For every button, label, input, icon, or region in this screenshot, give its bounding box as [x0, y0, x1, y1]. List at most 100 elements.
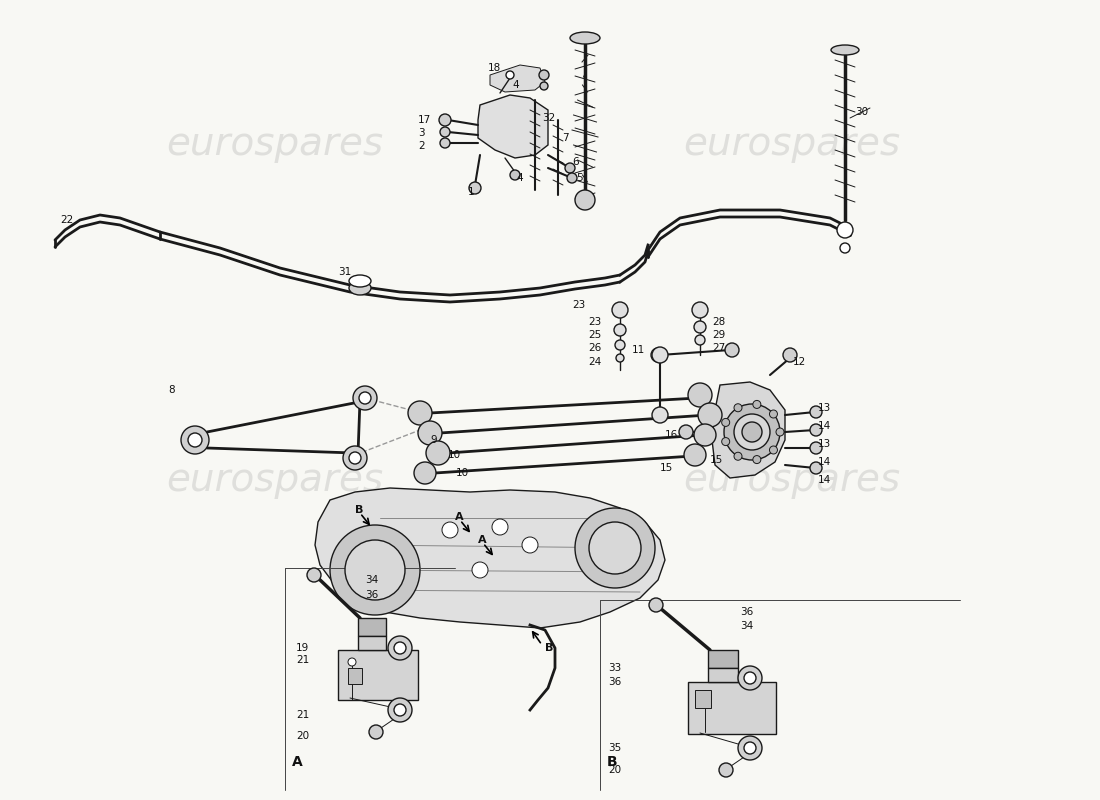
- Circle shape: [744, 672, 756, 684]
- Bar: [358, 618, 386, 636]
- Circle shape: [688, 383, 712, 407]
- Ellipse shape: [830, 45, 859, 55]
- Text: 23: 23: [588, 317, 602, 327]
- Bar: [695, 690, 711, 708]
- Circle shape: [615, 340, 625, 350]
- Circle shape: [388, 636, 412, 660]
- Text: 16: 16: [666, 430, 679, 440]
- Circle shape: [810, 442, 822, 454]
- Bar: [348, 668, 362, 684]
- Circle shape: [388, 698, 412, 722]
- Text: 2: 2: [418, 141, 425, 151]
- Circle shape: [414, 462, 436, 484]
- Text: 1: 1: [468, 187, 474, 197]
- Text: eurospares: eurospares: [683, 461, 901, 499]
- Circle shape: [588, 522, 641, 574]
- Text: 25: 25: [588, 330, 602, 340]
- Circle shape: [722, 438, 729, 446]
- Text: 4: 4: [512, 80, 518, 90]
- Bar: [358, 636, 386, 650]
- Circle shape: [734, 404, 742, 412]
- Text: eurospares: eurospares: [683, 125, 901, 163]
- Text: 4: 4: [516, 173, 522, 183]
- Circle shape: [649, 598, 663, 612]
- Circle shape: [418, 421, 442, 445]
- Text: 35: 35: [608, 743, 622, 753]
- Text: 32: 32: [542, 113, 556, 123]
- Text: 3: 3: [418, 128, 425, 138]
- Circle shape: [651, 348, 666, 362]
- Circle shape: [722, 418, 729, 426]
- Circle shape: [810, 462, 822, 474]
- Text: 10: 10: [456, 468, 469, 478]
- Circle shape: [810, 424, 822, 436]
- Text: 20: 20: [296, 731, 309, 741]
- Circle shape: [506, 71, 514, 79]
- Text: 15: 15: [710, 455, 724, 465]
- Text: B: B: [355, 505, 363, 515]
- Text: 13: 13: [818, 439, 832, 449]
- Circle shape: [769, 410, 778, 418]
- Circle shape: [394, 704, 406, 716]
- Circle shape: [349, 452, 361, 464]
- Circle shape: [522, 537, 538, 553]
- Text: 10: 10: [448, 450, 461, 460]
- Text: 15: 15: [660, 463, 673, 473]
- Text: 31: 31: [338, 267, 351, 277]
- Text: 14: 14: [818, 457, 832, 467]
- Text: 7: 7: [562, 133, 569, 143]
- Circle shape: [810, 406, 822, 418]
- Circle shape: [719, 763, 733, 777]
- Circle shape: [684, 444, 706, 466]
- Circle shape: [692, 302, 708, 318]
- Circle shape: [472, 562, 488, 578]
- Circle shape: [182, 426, 209, 454]
- Circle shape: [616, 354, 624, 362]
- Text: B: B: [544, 643, 553, 653]
- Text: 18: 18: [488, 63, 502, 73]
- Text: 6: 6: [572, 157, 579, 167]
- Ellipse shape: [570, 32, 600, 44]
- Bar: [708, 668, 738, 682]
- Circle shape: [614, 324, 626, 336]
- Text: A: A: [292, 755, 302, 769]
- Text: 23: 23: [572, 300, 585, 310]
- Text: 33: 33: [608, 663, 622, 673]
- Circle shape: [540, 82, 548, 90]
- Circle shape: [694, 424, 716, 446]
- Ellipse shape: [349, 275, 371, 287]
- Text: 27: 27: [712, 343, 725, 353]
- Text: 29: 29: [712, 330, 725, 340]
- Text: 20: 20: [608, 765, 622, 775]
- Bar: [708, 650, 738, 668]
- Circle shape: [776, 428, 784, 436]
- Text: 19: 19: [296, 643, 309, 653]
- Text: 34: 34: [365, 575, 378, 585]
- Circle shape: [769, 446, 778, 454]
- Circle shape: [442, 522, 458, 538]
- Text: 36: 36: [740, 607, 754, 617]
- Circle shape: [752, 455, 761, 463]
- Text: 36: 36: [608, 677, 622, 687]
- Circle shape: [694, 321, 706, 333]
- Text: 12: 12: [793, 357, 806, 367]
- Bar: [338, 650, 418, 700]
- Circle shape: [408, 401, 432, 425]
- Circle shape: [368, 725, 383, 739]
- Circle shape: [734, 414, 770, 450]
- Circle shape: [742, 422, 762, 442]
- Text: eurospares: eurospares: [166, 461, 384, 499]
- Circle shape: [566, 173, 578, 183]
- Text: 14: 14: [818, 475, 832, 485]
- Text: 8: 8: [168, 385, 175, 395]
- Circle shape: [725, 343, 739, 357]
- Circle shape: [188, 433, 202, 447]
- Circle shape: [307, 568, 321, 582]
- Text: 13: 13: [818, 403, 832, 413]
- Circle shape: [738, 666, 762, 690]
- Circle shape: [840, 243, 850, 253]
- Circle shape: [539, 70, 549, 80]
- Ellipse shape: [349, 281, 371, 295]
- Circle shape: [652, 347, 668, 363]
- Circle shape: [734, 452, 742, 460]
